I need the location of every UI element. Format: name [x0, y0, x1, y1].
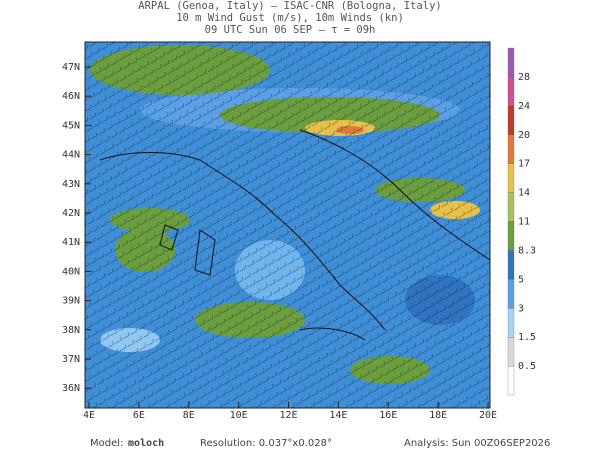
header-line: 10 m Wind Gust (m/s), 10m Winds (kn)	[176, 12, 404, 24]
footer-model-label: Model:	[90, 438, 123, 449]
colorbar-segment	[507, 337, 515, 367]
colorbar-label: 28	[518, 72, 530, 83]
colorbar: 28 24 20 17 14 11 8.3 5 3 1.5 0.5	[507, 47, 536, 396]
colorbar-label: 8.3	[518, 245, 536, 256]
lon-label: 18E	[429, 410, 447, 421]
colorbar-label: 0.5	[518, 361, 536, 372]
colorbar-segment	[507, 192, 515, 222]
lat-label: 37N	[62, 354, 80, 365]
colorbar-segment	[507, 163, 515, 193]
colorbar-segment	[507, 221, 515, 251]
footer-resolution: Resolution: 0.037°x0.028°	[200, 438, 332, 449]
colorbar-label: 14	[518, 188, 530, 199]
colorbar-label: 1.5	[518, 332, 536, 343]
lat-label: 36N	[62, 383, 80, 394]
colorbar-label: 24	[518, 101, 530, 112]
colorbar-segment	[507, 365, 515, 396]
footer-model: moloch	[128, 438, 164, 449]
colorbar-segment	[507, 308, 515, 338]
colorbar-label: 3	[518, 303, 524, 314]
map-frame	[84, 41, 491, 409]
lon-labels: 4E 6E 8E 10E 12E 14E 16E 18E 20E	[83, 402, 497, 421]
header-line: ARPAL (Genoa, Italy) – ISAC-CNR (Bologna…	[138, 0, 441, 12]
colorbar-segment	[507, 105, 515, 135]
colorbar-label: 11	[518, 217, 530, 228]
lat-label: 39N	[62, 296, 80, 307]
lon-label: 16E	[379, 410, 397, 421]
colorbar-segment	[507, 47, 515, 78]
lat-labels: 47N 46N 45N 44N 43N 42N 41N 40N 39N 38N 37N 36N	[62, 62, 91, 394]
lon-label: 4E	[83, 410, 95, 421]
lat-label: 44N	[62, 150, 80, 161]
lon-label: 12E	[279, 410, 297, 421]
colorbar-segment	[507, 279, 515, 309]
lat-label: 41N	[62, 237, 80, 248]
lon-label: 14E	[329, 410, 347, 421]
map-field	[85, 42, 490, 408]
lat-label: 45N	[62, 120, 80, 131]
lat-label: 43N	[62, 179, 80, 190]
colorbar-label: 5	[518, 274, 524, 285]
colorbar-label: 17	[518, 159, 530, 170]
lon-label: 20E	[479, 410, 497, 421]
lat-label: 47N	[62, 62, 80, 73]
lat-label: 46N	[62, 91, 80, 102]
footer-analysis: Analysis: Sun 00Z06SEP2026	[404, 438, 550, 449]
lon-label: 8E	[183, 410, 195, 421]
header: ARPAL (Genoa, Italy) – ISAC-CNR (Bologna…	[138, 0, 441, 36]
lon-label: 10E	[230, 410, 248, 421]
header-line: 09 UTC Sun 06 SEP – τ = 09h	[205, 24, 376, 36]
lat-label: 42N	[62, 208, 80, 219]
colorbar-segment	[507, 76, 515, 106]
lat-label: 38N	[62, 325, 80, 336]
footer: Model: moloch Resolution: 0.037°x0.028° Ana…	[90, 438, 550, 449]
colorbar-label: 20	[518, 130, 530, 141]
colorbar-segment	[507, 250, 515, 280]
lat-label: 40N	[62, 266, 80, 277]
lon-label: 6E	[133, 410, 145, 421]
colorbar-segment	[507, 134, 515, 164]
